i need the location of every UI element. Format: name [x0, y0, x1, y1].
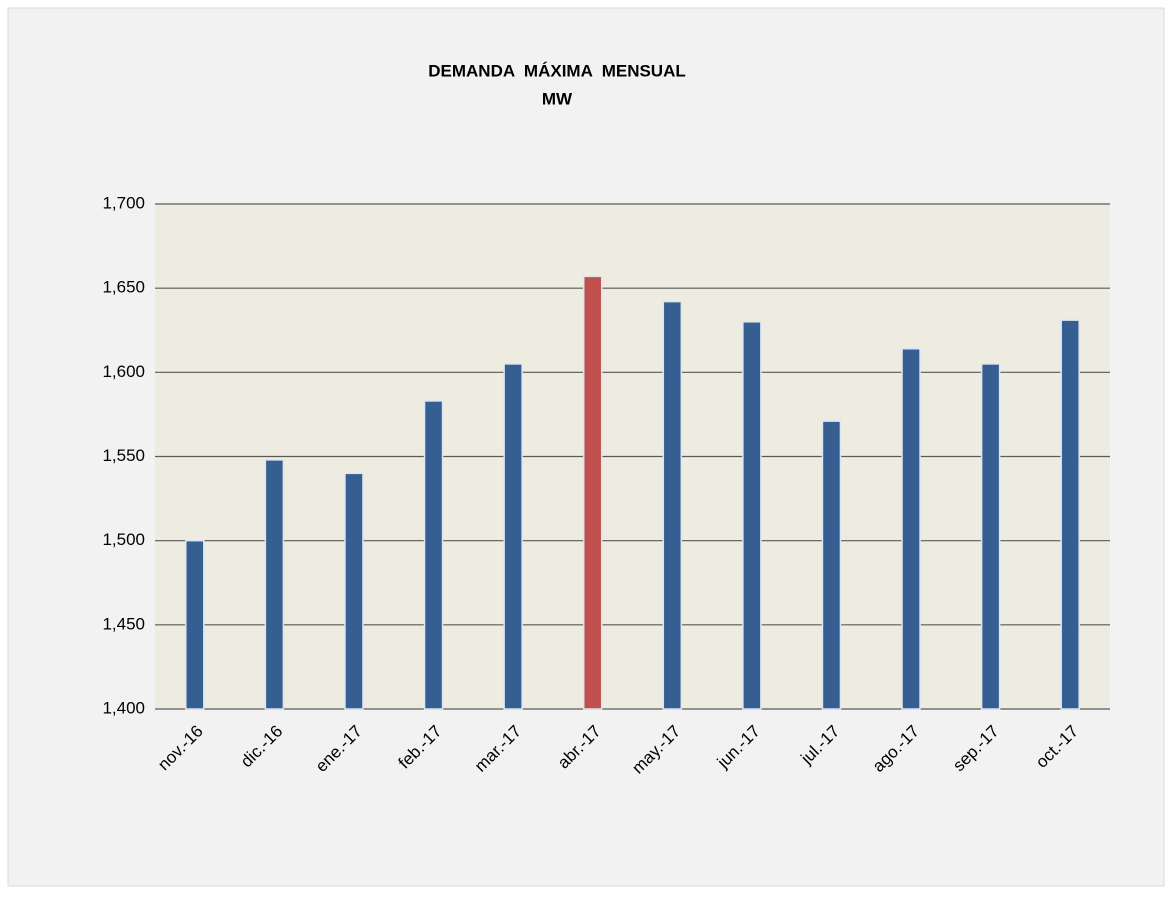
y-tick-label: 1,500: [102, 530, 145, 549]
y-tick-label: 1,400: [102, 698, 145, 717]
bar: [264, 459, 285, 710]
chart-subtitle: MW: [542, 89, 573, 108]
bar: [344, 472, 364, 710]
bar: [185, 539, 205, 710]
y-tick-label: 1,650: [102, 278, 145, 297]
bar: [503, 363, 523, 710]
y-tick-label: 1,600: [102, 362, 145, 381]
bar: [1060, 319, 1080, 710]
bar: [742, 321, 762, 710]
bar: [582, 275, 603, 710]
y-tick-label: 1,550: [102, 446, 145, 465]
bar: [423, 400, 444, 710]
y-tick-label: 1,700: [102, 193, 145, 212]
bar: [980, 363, 1001, 710]
chart-title: DEMANDA MÁXIMA MENSUAL: [428, 61, 686, 80]
y-tick-label: 1,450: [102, 614, 145, 633]
bar: [901, 348, 921, 710]
bar: [821, 420, 842, 710]
bar: [662, 300, 683, 710]
